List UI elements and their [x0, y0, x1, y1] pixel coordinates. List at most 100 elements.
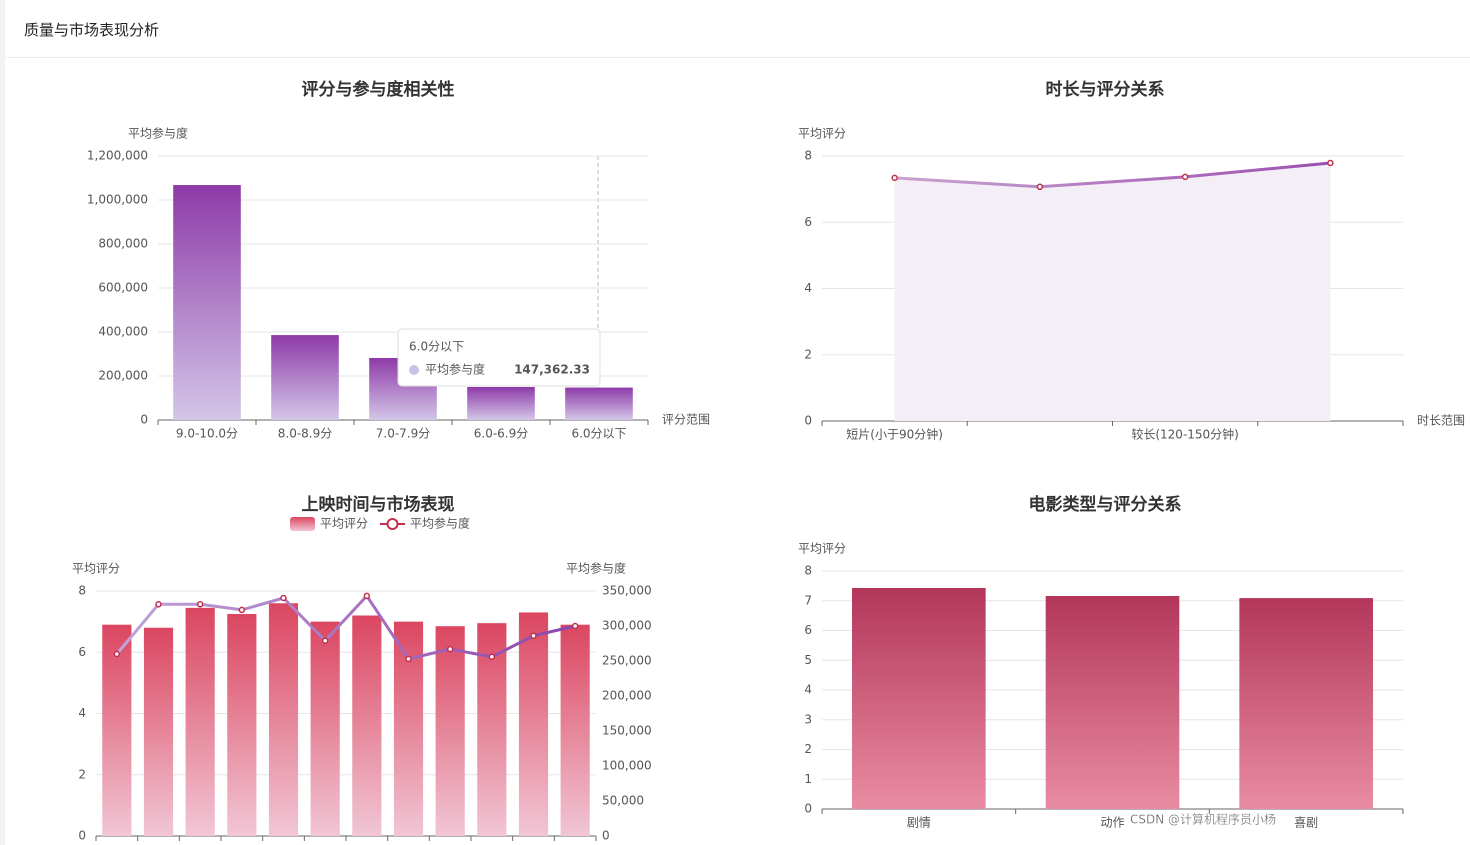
bar — [352, 615, 382, 836]
point — [1327, 159, 1334, 167]
y2-tick-label: 300,000 — [602, 619, 652, 633]
bar — [467, 387, 535, 420]
line — [894, 161, 1331, 189]
y-tick-label: 0 — [140, 413, 148, 427]
y-tick-label: 1 — [804, 772, 812, 786]
bar — [852, 587, 986, 809]
y-axis-name: 平均评分 — [798, 542, 846, 556]
chart-title: 上映时间与市场表现 — [302, 494, 455, 515]
point — [113, 650, 121, 658]
point — [488, 653, 496, 661]
y-tick-label: 800,000 — [98, 237, 148, 251]
point — [321, 637, 329, 644]
y-tick-label: 6 — [804, 623, 812, 637]
tooltip-title: 6.0分以下 — [409, 340, 464, 354]
y-tick-label: 7 — [804, 593, 812, 607]
y2-axis-name: 平均参与度 — [566, 561, 626, 576]
y-tick-label: 2 — [804, 347, 812, 361]
x-tick-label: 8.0-8.9分 — [278, 427, 333, 441]
bar — [565, 387, 633, 420]
y-tick-label: 1,200,000 — [87, 149, 148, 163]
y2-tick-label: 350,000 — [602, 584, 652, 598]
point — [155, 601, 162, 608]
x-tick-label: 较长(120-150分钟) — [1131, 427, 1239, 442]
x-tick-label: 动作 — [1100, 816, 1124, 830]
y-tick-label: 1,000,000 — [87, 193, 148, 207]
y-tick-label: 4 — [804, 683, 812, 697]
point — [363, 592, 371, 600]
bar — [518, 612, 549, 836]
area — [894, 162, 1331, 422]
legend-label: 平均参与度 — [410, 516, 470, 531]
chart-title: 评分与参与度相关性 — [302, 79, 455, 100]
y2-tick-label: 200,000 — [602, 689, 652, 703]
bar — [271, 335, 339, 420]
tooltip-dot — [409, 365, 419, 375]
legend-label: 平均评分 — [320, 517, 368, 531]
y-tick-label: 0 — [78, 829, 86, 843]
y-tick-label: 8 — [804, 149, 812, 163]
y-tick-label: 8 — [804, 564, 812, 578]
y2-tick-label: 50,000 — [602, 794, 644, 808]
y-tick-label: 400,000 — [98, 325, 148, 339]
bar — [227, 613, 257, 836]
header-title: 质量与市场表现分析 — [24, 21, 160, 39]
bar — [102, 624, 132, 836]
y-axis-name: 平均评分 — [798, 127, 846, 141]
point — [1036, 183, 1044, 191]
chart-title: 时长与评分关系 — [1046, 79, 1165, 100]
bar — [173, 185, 241, 420]
y-tick-label: 200,000 — [98, 369, 148, 383]
y2-tick-label: 250,000 — [602, 654, 652, 668]
point — [196, 601, 204, 608]
y-tick-label: 4 — [804, 281, 812, 295]
x-tick-label: 喜剧 — [1294, 816, 1318, 830]
point — [405, 655, 412, 663]
point — [1181, 173, 1189, 181]
legend-swatch — [290, 517, 315, 531]
bar — [310, 621, 340, 836]
tooltip-box — [397, 328, 601, 387]
bar — [143, 627, 174, 836]
y-tick-label: 5 — [804, 653, 812, 667]
tooltip-name: 平均参与度 — [425, 362, 485, 377]
y-tick-label: 0 — [804, 414, 812, 428]
x-tick-label: 6.0-6.9分 — [474, 427, 529, 441]
point — [238, 606, 246, 614]
y-tick-label: 3 — [804, 712, 812, 726]
y2-tick-label: 0 — [602, 829, 610, 843]
x-tick-label: 6.0分以下 — [571, 427, 626, 441]
y-tick-label: 2 — [804, 742, 812, 756]
chart-title: 电影类型与评分关系 — [1029, 494, 1182, 515]
point — [280, 594, 287, 602]
tooltip-value: 147,362.33 — [514, 363, 590, 377]
y-tick-label: 600,000 — [98, 281, 148, 295]
bar — [560, 624, 590, 836]
y-axis-name: 平均参与度 — [128, 126, 188, 141]
bar — [1239, 598, 1373, 809]
point — [446, 645, 454, 653]
line — [115, 593, 576, 661]
x-axis-name: 评分范围 — [662, 413, 710, 427]
point — [891, 174, 898, 182]
watermark: CSDN @计算机程序员小杨 — [1130, 812, 1276, 827]
y2-tick-label: 100,000 — [602, 759, 652, 773]
bar — [435, 626, 465, 836]
bar — [1045, 595, 1180, 809]
point — [571, 622, 579, 630]
x-tick-label: 短片(小于90分钟) — [846, 427, 943, 442]
x-tick-label: 7.0-7.9分 — [376, 427, 431, 441]
y-tick-label: 4 — [78, 706, 86, 720]
bar — [185, 607, 215, 836]
bar — [393, 621, 424, 836]
y-tick-label: 6 — [78, 645, 86, 659]
x-tick-label: 剧情 — [907, 816, 931, 830]
y-tick-label: 2 — [78, 767, 86, 781]
x-tick-label: 9.0-10.0分 — [176, 427, 238, 441]
point — [530, 632, 537, 640]
y2-tick-label: 150,000 — [602, 724, 652, 738]
legend-swatch — [386, 518, 399, 530]
x-axis-name: 时长范围 — [1417, 414, 1465, 428]
